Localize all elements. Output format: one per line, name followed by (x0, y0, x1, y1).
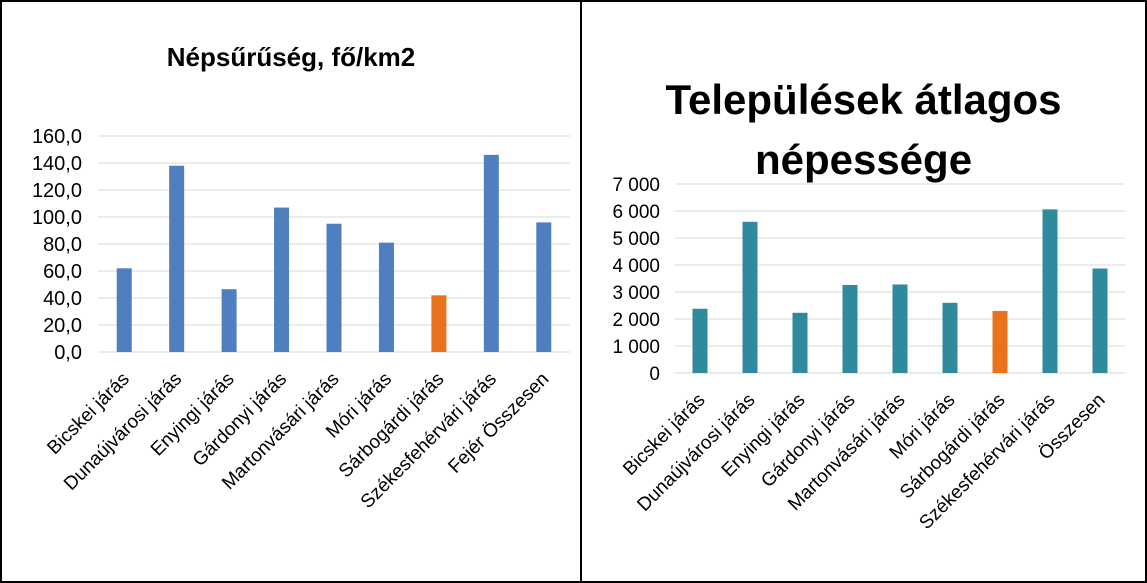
y-tick-label: 0,0 (54, 342, 82, 364)
bar (1092, 268, 1108, 373)
y-tick-label: 20,0 (43, 315, 82, 337)
y-tick-label: 120,0 (32, 180, 82, 202)
bar (431, 295, 447, 352)
bar (942, 302, 958, 373)
y-tick-label: 2 000 (612, 310, 660, 331)
bar (326, 223, 342, 352)
chart-title: Települések átlagos népessége (665, 76, 1062, 183)
y-tick-label: 6 000 (612, 202, 660, 223)
y-tick-label: 100,0 (32, 207, 82, 229)
bar (792, 312, 808, 373)
bar (274, 207, 290, 352)
y-tick-label: 140,0 (32, 153, 82, 175)
y-tick-label: 60,0 (43, 261, 82, 283)
bar (892, 284, 908, 373)
bar (742, 221, 758, 373)
bar (378, 242, 394, 352)
bar (536, 222, 552, 352)
y-tick-label: 7 000 (612, 175, 660, 196)
bar (116, 268, 132, 352)
bar (992, 310, 1008, 373)
x-tick-label: Gárdonyi járás (189, 369, 291, 471)
y-tick-label: 0 (649, 364, 660, 385)
y-tick-label: 80,0 (43, 234, 82, 256)
chart-title: Népsűrűség, fő/km2 (166, 42, 416, 72)
bar (483, 154, 499, 352)
bar (169, 165, 185, 352)
y-tick-label: 1 000 (612, 337, 660, 358)
y-tick-label: 40,0 (43, 288, 82, 310)
y-tick-label: 160,0 (32, 126, 82, 148)
bar (221, 289, 237, 352)
bar (1042, 209, 1058, 373)
y-tick-label: 4 000 (612, 256, 660, 277)
y-tick-label: 3 000 (612, 283, 660, 304)
bar (842, 284, 858, 373)
y-tick-label: 5 000 (612, 229, 660, 250)
bar (692, 308, 708, 373)
